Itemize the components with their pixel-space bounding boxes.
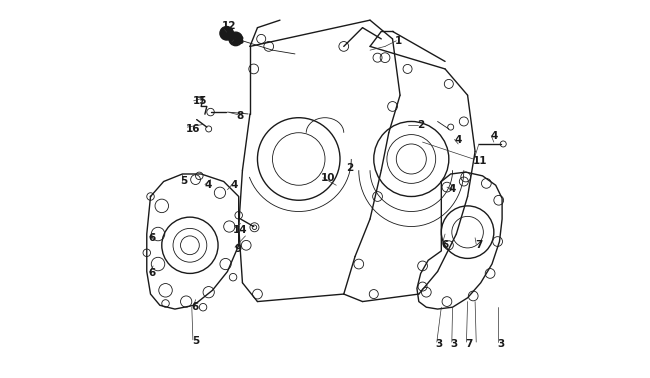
- Text: 4: 4: [490, 132, 497, 141]
- Text: 7: 7: [475, 240, 482, 250]
- Text: 4: 4: [454, 135, 462, 145]
- Text: 5: 5: [192, 336, 199, 346]
- Text: 7: 7: [465, 339, 473, 349]
- Text: 4: 4: [204, 180, 211, 190]
- Text: 1: 1: [395, 36, 402, 46]
- Text: 2: 2: [417, 120, 424, 130]
- Text: 4: 4: [448, 184, 456, 194]
- Text: 6: 6: [192, 302, 199, 312]
- Text: 5: 5: [181, 177, 188, 186]
- Text: 12: 12: [222, 21, 237, 31]
- Text: 13: 13: [231, 36, 245, 46]
- Text: 14: 14: [233, 225, 248, 235]
- Text: 15: 15: [193, 96, 207, 106]
- Text: 10: 10: [321, 173, 336, 183]
- Circle shape: [229, 32, 242, 46]
- Text: 16: 16: [186, 124, 201, 134]
- Text: 6: 6: [148, 268, 155, 279]
- Text: 2: 2: [346, 163, 353, 174]
- Text: 6: 6: [148, 233, 155, 243]
- Text: 8: 8: [237, 111, 244, 121]
- Text: 4: 4: [231, 180, 238, 190]
- Text: 9: 9: [234, 244, 241, 254]
- Text: 3: 3: [450, 339, 458, 349]
- Text: 6: 6: [441, 240, 448, 250]
- Circle shape: [220, 26, 233, 40]
- Text: 3: 3: [436, 339, 443, 349]
- Text: 3: 3: [498, 339, 505, 349]
- Text: 11: 11: [473, 156, 488, 166]
